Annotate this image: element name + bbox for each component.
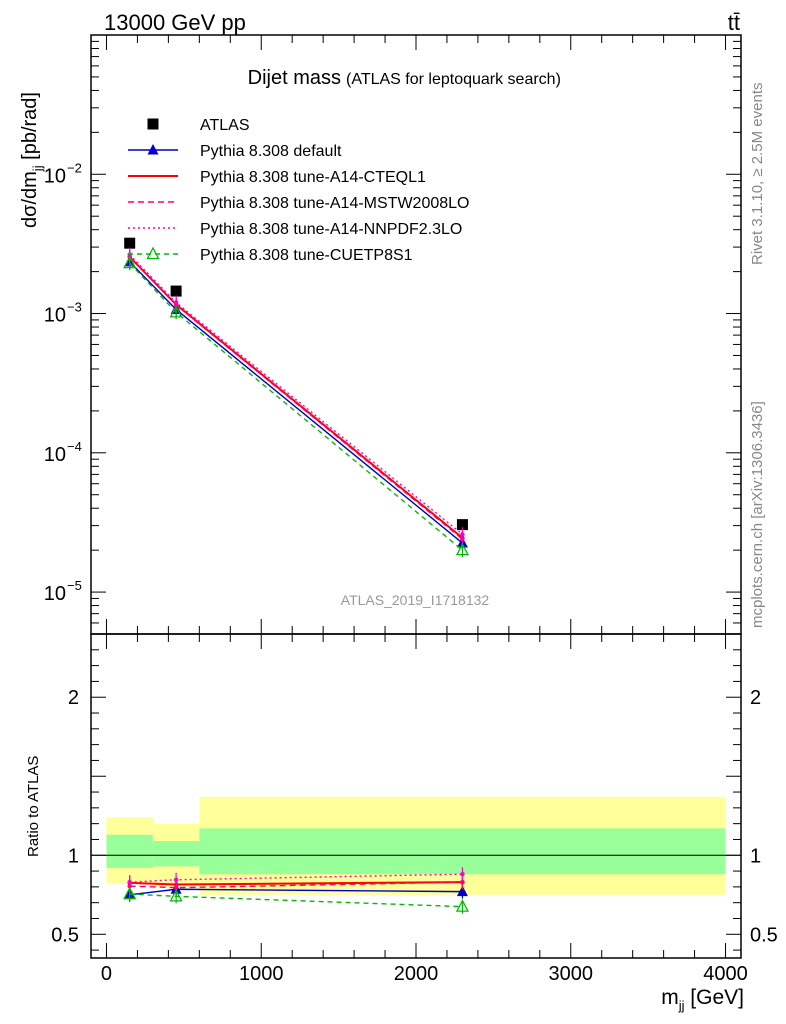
ratio-point-nnpdf-1 <box>173 877 179 882</box>
legend-entry-cuetp: Pythia 8.308 tune-CUETP8S1 <box>128 246 413 264</box>
legend-entry-nnpdf: Pythia 8.308 tune-A14-NNPDF2.3LO <box>128 221 462 238</box>
ratio-point-nnpdf-2 <box>460 872 465 877</box>
ratio-ytick-label-right: 2 <box>750 687 761 709</box>
upper-ytick-label: 10 <box>44 165 66 187</box>
upper-ytick-label: 10 <box>44 444 66 466</box>
chart-subtitle: (ATLAS for leptoquark search) <box>346 71 561 88</box>
legend-label-cuetp: Pythia 8.308 tune-CUETP8S1 <box>200 247 413 264</box>
ratio-point-cuetp-2 <box>455 899 470 912</box>
ratio-ytick-label: 0.5 <box>51 924 79 946</box>
chart-title: Dijet mass <box>248 67 341 89</box>
ratio-ytick-label-right: 0.5 <box>750 924 778 946</box>
upper-series-cuetp <box>123 255 470 558</box>
ratio-point-mstw-2 <box>460 879 465 885</box>
xtick-label: 1000 <box>239 963 284 985</box>
legend-label-data: ATLAS <box>200 117 250 134</box>
ratio-point-cuetp-1 <box>169 888 183 902</box>
y-axis-label-ratio: Ratio to ATLAS <box>25 756 42 857</box>
legend: ATLAS Pythia 8.308 default Pythia 8.308 tu… <box>128 117 469 264</box>
xtick-label: 2000 <box>394 963 439 985</box>
upper-ytick-label: 10 <box>44 583 66 605</box>
ratio-ytick-label: 2 <box>68 687 79 709</box>
y-axis-label-upper: dσ/dmjj [pb/rad] <box>19 92 45 228</box>
ratio-ytick-label: 1 <box>68 845 79 867</box>
upper-point-nnpdf-2 <box>460 532 465 537</box>
legend-entry-cteql1: Pythia 8.308 tune-A14-CTEQL1 <box>128 169 426 186</box>
band-inner-2 <box>199 828 726 875</box>
upper-frame <box>90 34 742 635</box>
upper-point-cuetp-2 <box>455 542 470 556</box>
ratio-series-cuetp <box>123 886 470 914</box>
ratio-uncertainty-bands <box>106 796 726 895</box>
ratio-line-mstw <box>129 881 463 889</box>
upper-line-mstw <box>129 256 463 540</box>
legend-entry-default: Pythia 8.308 default <box>128 143 342 160</box>
xtick-label: 3000 <box>549 963 594 985</box>
legend-entry-mstw: Pythia 8.308 tune-A14-MSTW2008LO <box>128 195 469 212</box>
upper-line-cteql1 <box>128 256 464 539</box>
x-axis-label: mjj [GeV] <box>661 986 744 1013</box>
ratio-ytick-label-right: 1 <box>750 845 761 867</box>
ratio-point-default-2 <box>456 885 468 897</box>
band-inner-1 <box>152 841 200 867</box>
upper-point-data-1 <box>170 285 182 297</box>
upper-ytick-exponent: −3 <box>67 300 82 315</box>
watermark: ATLAS_2019_I1718132 <box>341 592 490 608</box>
legend-label-mstw: Pythia 8.308 tune-A14-MSTW2008LO <box>200 195 469 212</box>
upper-ytick-label: 10 <box>44 305 66 327</box>
upper-ytick-exponent: −5 <box>67 578 82 593</box>
band-inner-0 <box>106 834 153 868</box>
legend-entry-data: ATLAS <box>147 117 250 134</box>
legend-label-default: Pythia 8.308 default <box>200 143 342 160</box>
legend-marker-cuetp <box>146 246 160 260</box>
upper-ytick-exponent: −4 <box>67 439 82 454</box>
upper-ytick-exponent: −2 <box>67 160 82 175</box>
energy-label: 13000 GeV pp <box>104 10 246 35</box>
rivet-label: Rivet 3.1.10, ≥ 2.5M events <box>749 83 766 266</box>
mcplots-label: mcplots.cern.ch [arXiv:1306.3436] <box>749 401 766 628</box>
ratio-point-cuetp-0 <box>123 886 137 900</box>
legend-marker-default <box>147 144 159 155</box>
process-label: tt̄ <box>728 10 740 35</box>
legend-label-cteql1: Pythia 8.308 tune-A14-CTEQL1 <box>200 169 426 186</box>
upper-point-cuetp-0 <box>123 255 137 269</box>
upper-series-data <box>124 237 468 531</box>
legend-label-nnpdf: Pythia 8.308 tune-A14-NNPDF2.3LO <box>200 221 462 238</box>
legend-marker-data <box>147 118 159 130</box>
upper-point-data-0 <box>124 237 136 249</box>
upper-point-cuetp-1 <box>169 304 183 318</box>
upper-point-data-2 <box>456 519 468 531</box>
xtick-label: 4000 <box>703 963 748 985</box>
ratio-point-nnpdf-0 <box>127 879 132 885</box>
ratio-point-mstw-1 <box>173 885 179 890</box>
upper-point-nnpdf-1 <box>173 300 179 305</box>
ratio-frame <box>90 633 742 959</box>
xtick-label: 0 <box>101 963 112 985</box>
